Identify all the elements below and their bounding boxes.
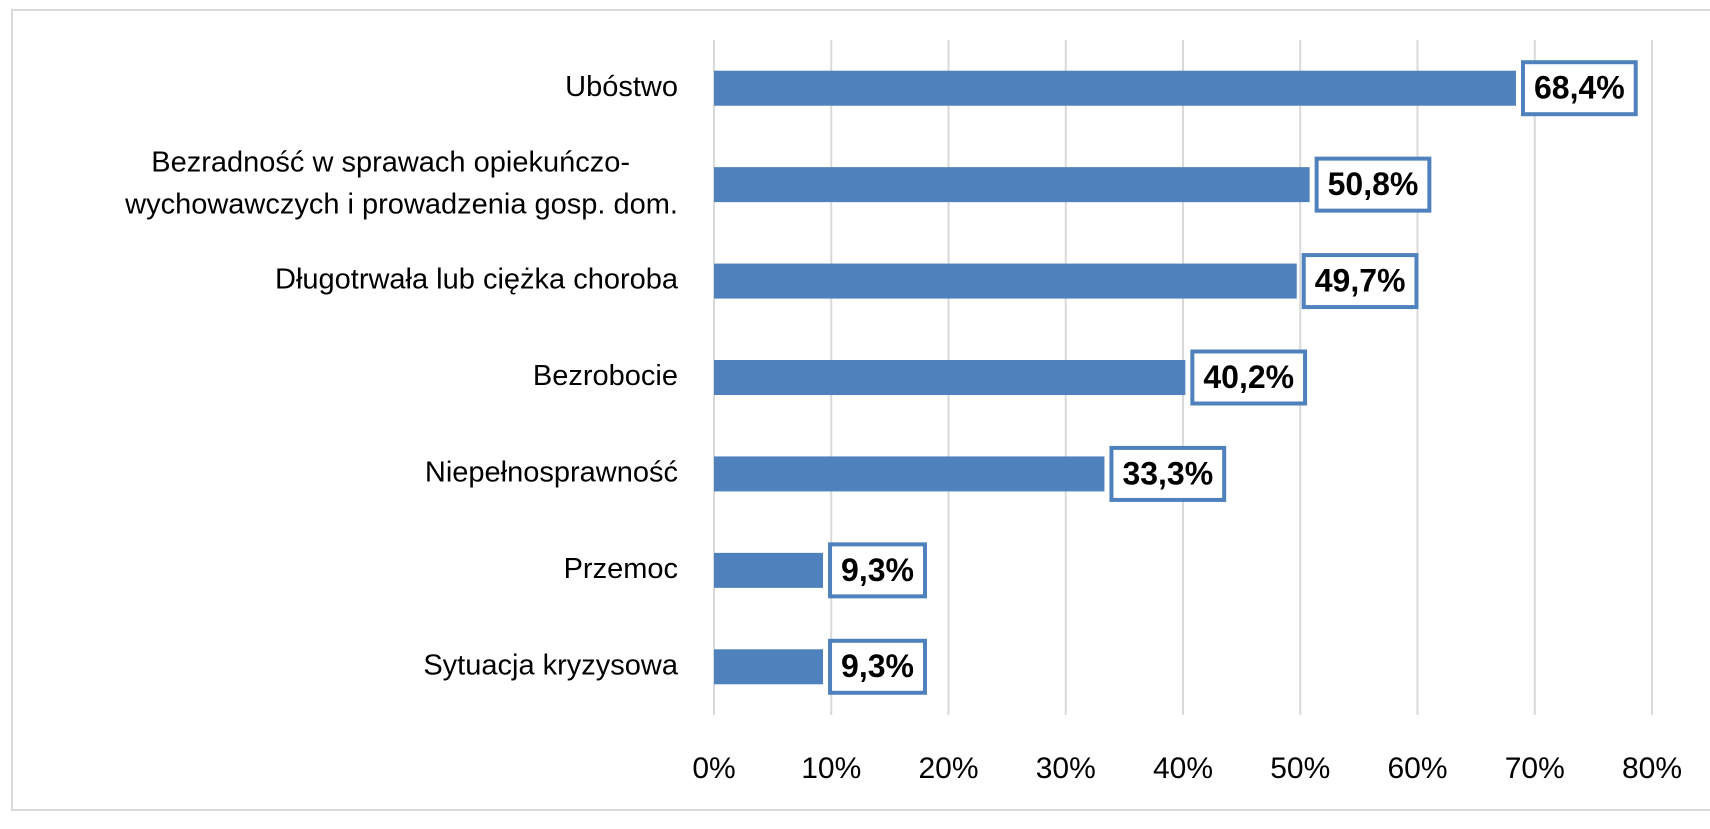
bar [714, 649, 824, 685]
y-tick-label: Długotrwała lub ciężka choroba [275, 264, 679, 296]
value-label: 50,8% [1328, 166, 1419, 202]
value-label: 9,3% [841, 552, 914, 588]
x-tick-label: 10% [801, 752, 861, 785]
value-label-box [1314, 156, 1432, 213]
value-label: 68,4% [1534, 70, 1625, 106]
x-tick-label: 60% [1387, 752, 1447, 785]
value-label-box [1520, 60, 1638, 117]
value-label-box [1301, 253, 1419, 310]
bar [714, 360, 1186, 395]
x-tick-label: 20% [918, 752, 978, 785]
x-tick-label: 30% [1036, 752, 1096, 785]
x-tick-label: 80% [1622, 752, 1682, 785]
value-label-box [828, 542, 927, 599]
x-tick-label: 70% [1505, 752, 1565, 785]
value-label: 40,2% [1203, 359, 1294, 395]
x-tick-label: 40% [1153, 752, 1213, 785]
y-tick-label: Niepełnosprawność [425, 457, 678, 489]
bar [714, 552, 824, 588]
y-tick-label: Ubóstwo [565, 71, 678, 103]
value-label: 33,3% [1122, 455, 1213, 491]
bar [714, 456, 1105, 492]
y-tick-label: Bezradność w sprawach opiekuńczo-wychowa… [124, 146, 678, 220]
value-label: 9,3% [841, 648, 914, 684]
bar [714, 70, 1516, 106]
y-tick-label: Bezrobocie [533, 360, 678, 392]
value-label-box [828, 638, 927, 695]
x-tick-label: 0% [692, 752, 735, 785]
value-label-box [1109, 445, 1227, 502]
x-tick-label: 50% [1270, 752, 1330, 785]
bar [714, 167, 1310, 203]
value-label: 49,7% [1315, 263, 1406, 299]
y-tick-label: Sytuacja kryzysowa [423, 649, 679, 681]
value-label-box [1190, 349, 1308, 406]
bar [714, 263, 1297, 299]
y-tick-label: Przemoc [564, 553, 678, 585]
